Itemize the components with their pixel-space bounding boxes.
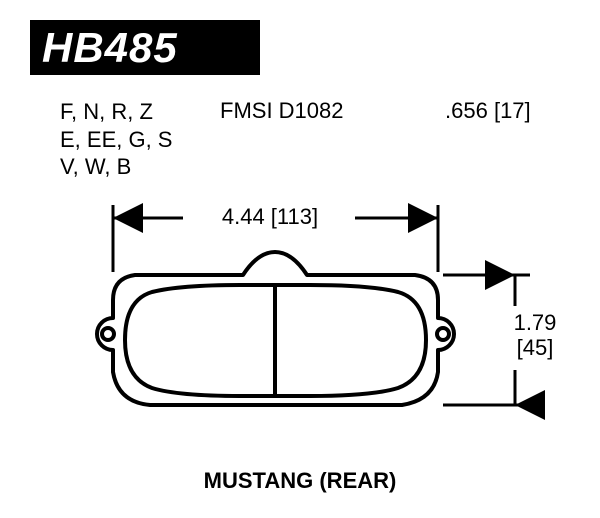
height-arrow	[443, 275, 530, 405]
width-mm: 113	[277, 204, 312, 229]
brake-pad-outline	[97, 252, 454, 405]
brake-pad-diagram	[0, 0, 600, 518]
width-inches: 4.44	[222, 204, 265, 229]
